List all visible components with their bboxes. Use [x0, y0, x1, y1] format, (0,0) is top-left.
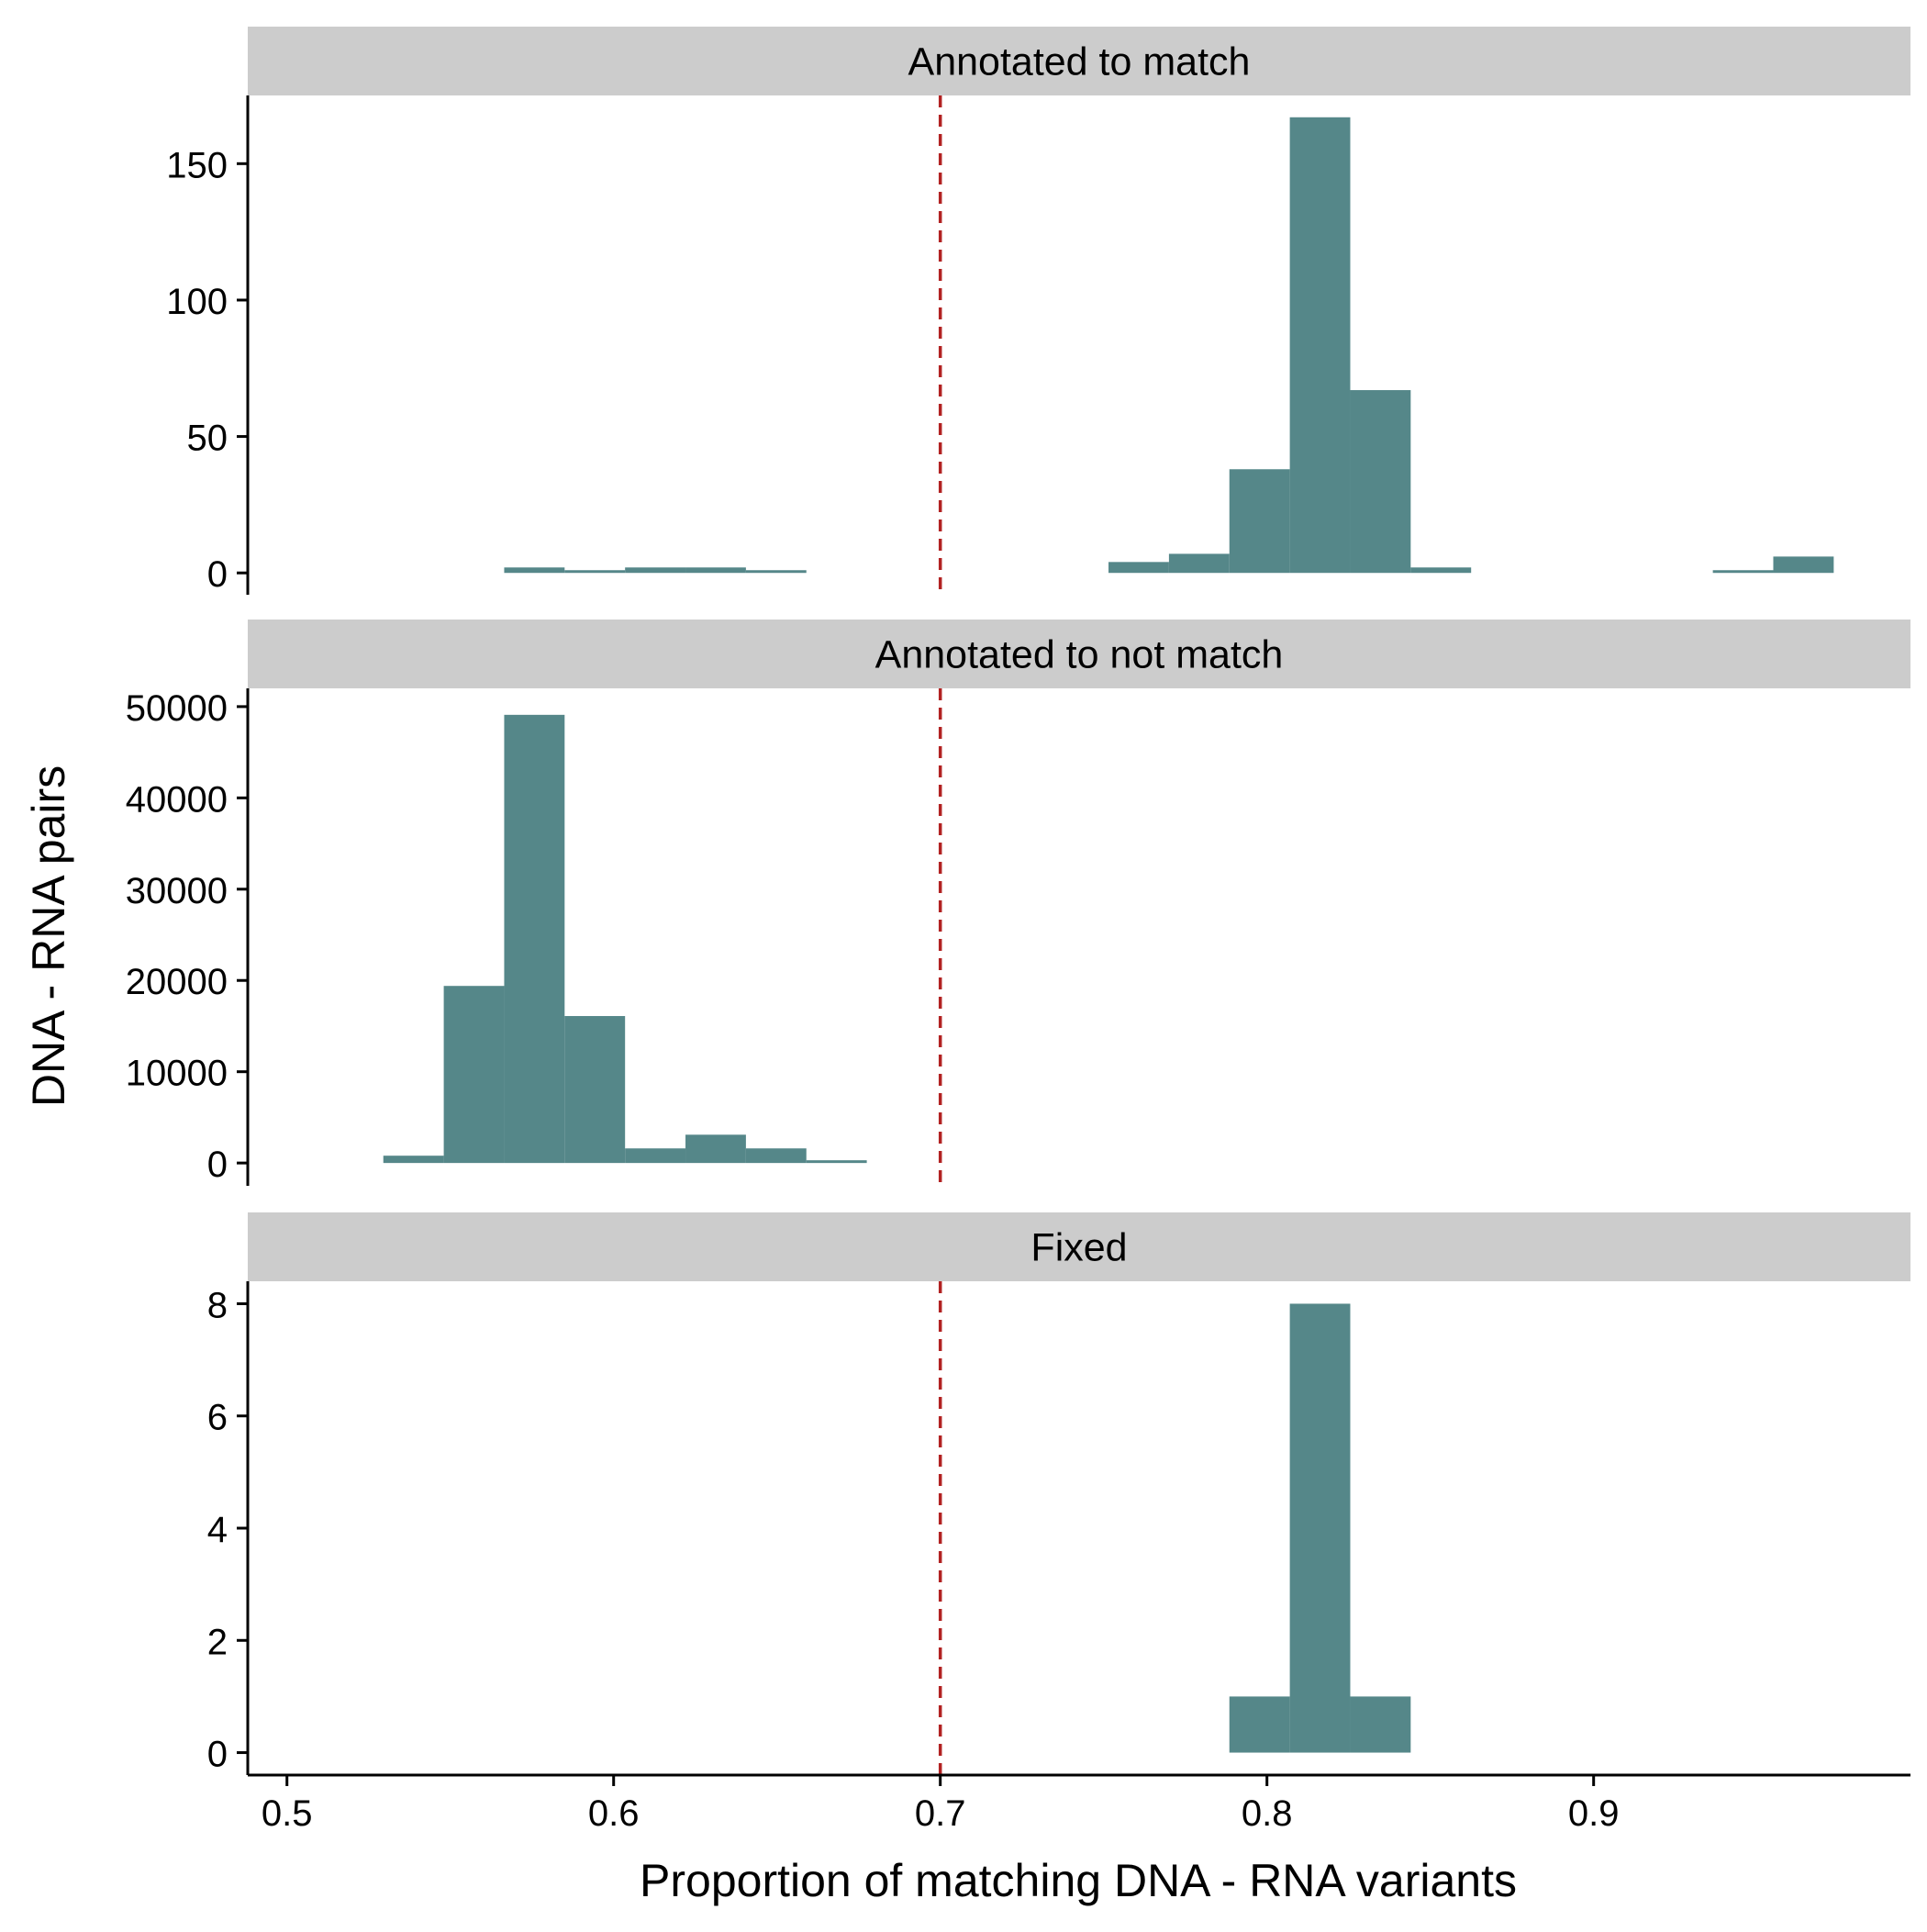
y-tick-label-annotated-to-not-match-3: 30000	[126, 871, 228, 911]
bar-annotated-to-not-match-1	[443, 986, 505, 1164]
y-tick-label-annotated-to-match-1: 50	[187, 419, 228, 459]
bar-annotated-to-match-11	[1712, 570, 1774, 574]
x-tick-label-3: 0.8	[1242, 1793, 1293, 1834]
bar-annotated-to-match-4	[745, 570, 807, 574]
bar-annotated-to-match-5	[1108, 562, 1169, 574]
bar-fixed-2	[1350, 1696, 1411, 1753]
facet-strip	[248, 1212, 1910, 1281]
bar-fixed-0	[1229, 1696, 1290, 1753]
y-tick-label-annotated-to-not-match-2: 20000	[126, 962, 228, 1002]
bars	[1229, 1303, 1411, 1753]
bar-annotated-to-match-0	[504, 567, 565, 574]
y-tick-label-annotated-to-not-match-5: 50000	[126, 688, 228, 729]
y-tick-label-annotated-to-not-match-4: 40000	[126, 779, 228, 820]
facet-annotated-to-not-match: Annotated to not match 0 10000 20000 30000 40…	[126, 620, 1910, 1186]
facet-strip	[248, 620, 1910, 688]
bar-annotated-to-match-9	[1350, 390, 1411, 574]
bar-annotated-to-match-1	[564, 570, 626, 574]
bar-annotated-to-match-3	[685, 567, 746, 574]
bar-annotated-to-match-12	[1773, 556, 1834, 574]
y-tick-label-annotated-to-match-2: 100	[166, 282, 228, 322]
bar-annotated-to-not-match-4	[625, 1148, 686, 1164]
x-tick-label-1: 0.6	[588, 1793, 640, 1834]
facet-annotated-to-match: Annotated to match 0 50 100 150	[166, 27, 1910, 595]
bars	[504, 117, 1834, 574]
bars	[383, 714, 867, 1164]
bar-annotated-to-not-match-6	[745, 1148, 807, 1164]
x-axis-title: Proportion of matching DNA - RNA variant…	[640, 1855, 1517, 1906]
bar-annotated-to-not-match-5	[685, 1134, 746, 1164]
y-tick-label-annotated-to-not-match-1: 10000	[126, 1054, 228, 1094]
bar-annotated-to-not-match-7	[806, 1160, 867, 1164]
facet-strip-label: Fixed	[1030, 1226, 1127, 1270]
bar-fixed-1	[1289, 1303, 1351, 1753]
facet-strip-label: Annotated to not match	[875, 633, 1284, 677]
y-axis-title: DNA - RNA pairs	[23, 765, 74, 1107]
bar-annotated-to-match-7	[1229, 469, 1290, 574]
x-axis: 0.5 0.6 0.7 0.8 0.9	[248, 1773, 1910, 1834]
facet-fixed: Fixed 0 2 4 6 8	[207, 1212, 1910, 1775]
bar-annotated-to-not-match-0	[383, 1156, 444, 1164]
bar-annotated-to-not-match-3	[564, 1016, 626, 1164]
bar-annotated-to-not-match-2	[504, 714, 565, 1164]
y-tick-label-fixed-3: 6	[207, 1398, 228, 1438]
x-tick-label-0: 0.5	[262, 1793, 313, 1834]
bar-annotated-to-match-8	[1289, 117, 1351, 574]
y-tick-label-fixed-1: 2	[207, 1622, 228, 1662]
y-tick-label-fixed-4: 8	[207, 1285, 228, 1325]
y-tick-label-annotated-to-not-match-0: 0	[207, 1145, 228, 1185]
facet-strip	[248, 27, 1910, 95]
facet-strip-label: Annotated to match	[908, 40, 1251, 84]
bar-annotated-to-match-2	[625, 567, 686, 574]
bar-annotated-to-match-10	[1410, 567, 1472, 574]
y-tick-label-annotated-to-match-0: 0	[207, 554, 228, 595]
y-tick-label-fixed-2: 4	[207, 1510, 228, 1550]
x-tick-label-4: 0.9	[1568, 1793, 1620, 1834]
bar-annotated-to-match-6	[1168, 553, 1230, 574]
x-tick-label-2: 0.7	[915, 1793, 966, 1834]
y-tick-label-annotated-to-match-3: 150	[166, 145, 228, 185]
y-tick-label-fixed-0: 0	[207, 1735, 228, 1775]
